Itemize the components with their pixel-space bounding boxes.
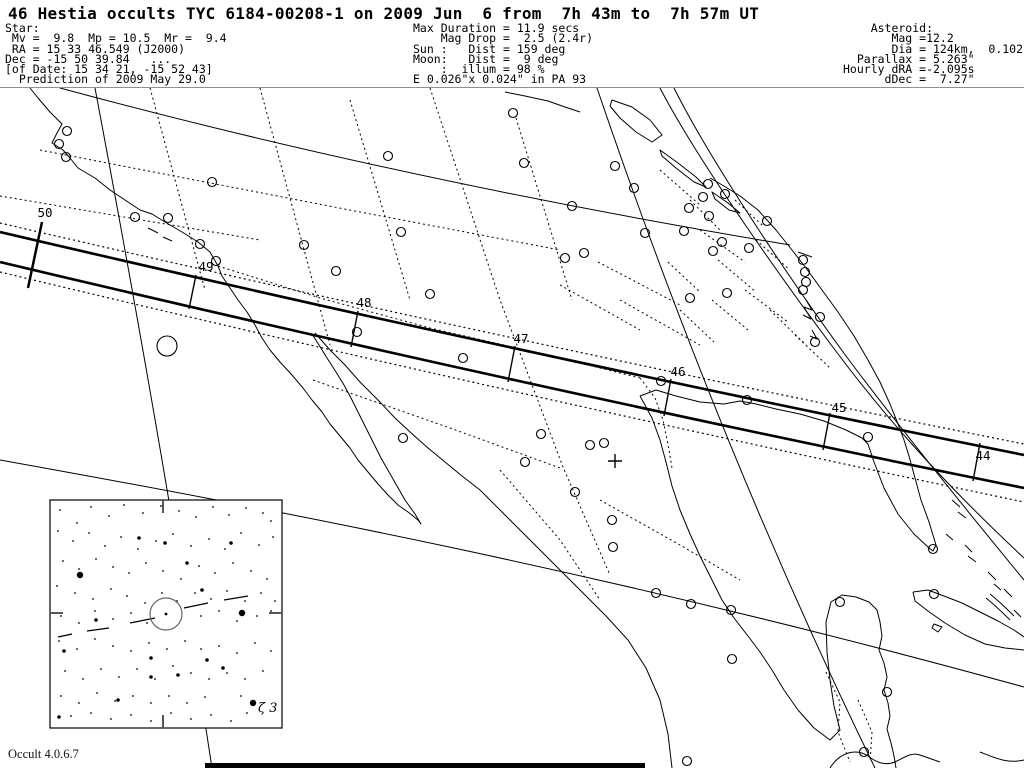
- header-divider: [0, 87, 1024, 88]
- bottom-bar: [205, 763, 645, 768]
- star-info-block: Star: Mv = 9.8 Mp = 10.5 Mr = 9.4 RA = 1…: [5, 21, 227, 87]
- path-minute-label: 48: [356, 295, 371, 310]
- target-star-circle: [149, 597, 183, 631]
- path-minute-label: 49: [198, 259, 213, 274]
- center-cross-marker: [608, 454, 622, 468]
- inset-star-chart: ζ 3: [49, 499, 283, 729]
- occultation-path: 50 49 48 47 46 45 44: [0, 205, 1024, 503]
- asteroid-info-block: Asteroid: Mag =12.2 Dia = 124km, 0.102" …: [843, 21, 1024, 87]
- software-version-label: Occult 4.0.6.7: [8, 747, 79, 761]
- event-info-block: Max Duration = 11.9 secs Mag Drop = 2.5 …: [413, 21, 594, 87]
- path-minute-label: 45: [831, 400, 846, 415]
- state-boundaries: [0, 87, 873, 763]
- path-minute-label: 50: [37, 205, 52, 220]
- page-title: 46 Hestia occults TYC 6184-00208-1 on 20…: [8, 4, 760, 23]
- graticule-lines: [0, 87, 1024, 768]
- city-markers: [53, 107, 940, 767]
- coastlines: [29, 87, 1024, 768]
- path-minute-label: 47: [513, 331, 528, 346]
- path-minute-label: 46: [670, 364, 685, 379]
- path-minute-label: 44: [975, 448, 990, 463]
- bright-star-label: ζ 3: [258, 701, 277, 716]
